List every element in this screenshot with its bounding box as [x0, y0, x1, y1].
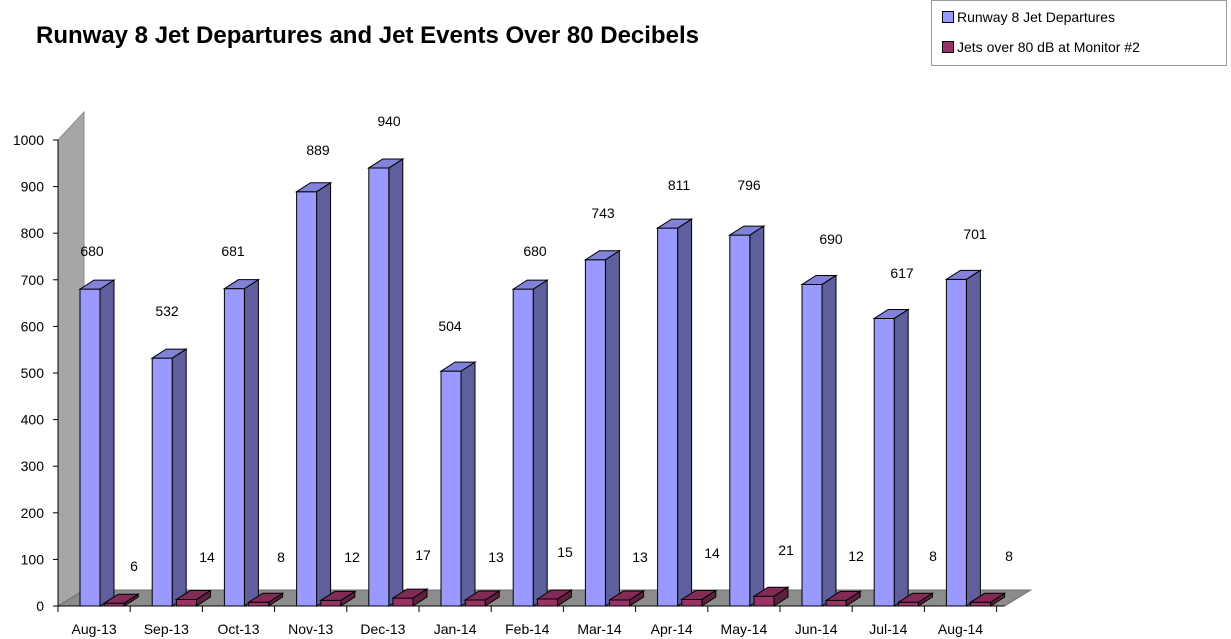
data-label-noise-events: 12	[848, 548, 864, 564]
bar-noise-events	[174, 589, 213, 607]
x-tick-label: Dec-13	[360, 621, 405, 637]
bar-noise-events	[752, 586, 790, 607]
legend: Runway 8 Jet Departures Jets over 80 dB …	[931, 0, 1227, 66]
bar-departures	[511, 279, 549, 607]
data-label-departures: 680	[80, 243, 104, 259]
bar-departures	[78, 279, 116, 607]
bar-noise-events	[824, 590, 862, 607]
y-tick-label: 400	[21, 412, 45, 428]
data-label-departures: 796	[737, 177, 761, 193]
bar-departures	[872, 308, 910, 607]
data-label-noise-events: 8	[277, 549, 285, 565]
bar-noise-events	[968, 592, 1007, 607]
y-tick-label: 300	[21, 458, 45, 474]
bar-departures	[944, 269, 983, 607]
legend-item-noise-events: Jets over 80 dB at Monitor #2	[942, 39, 1140, 55]
bar-departures	[728, 225, 766, 607]
data-label-noise-events: 8	[1005, 548, 1013, 564]
bar-departures	[367, 158, 405, 607]
data-label-noise-events: 12	[344, 549, 360, 565]
data-label-departures: 690	[819, 231, 843, 247]
x-tick-label: May-14	[721, 621, 768, 637]
y-tick-label: 100	[21, 551, 45, 567]
bar-departures	[222, 278, 261, 607]
data-label-departures: 940	[377, 113, 401, 129]
bar-noise-events	[680, 589, 718, 607]
x-tick-label: Aug-13	[72, 621, 117, 637]
data-label-noise-events: 6	[130, 558, 138, 574]
bar-noise-events	[102, 593, 140, 607]
legend-swatch-departures	[942, 11, 954, 23]
bar-departures	[150, 348, 188, 607]
chart-title: Runway 8 Jet Departures and Jet Events O…	[36, 22, 699, 49]
x-tick-label: Sep-13	[144, 621, 189, 637]
legend-label-noise-events: Jets over 80 dB at Monitor #2	[957, 39, 1140, 55]
x-tick-label: Jul-14	[869, 621, 907, 637]
bar-noise-events	[607, 590, 646, 607]
legend-label-departures: Runway 8 Jet Departures	[957, 9, 1115, 25]
data-label-departures: 504	[438, 318, 462, 334]
y-tick-label: 700	[21, 272, 45, 288]
bar-noise-events	[391, 588, 429, 607]
y-tick-label: 500	[21, 365, 45, 381]
x-tick-label: Aug-14	[938, 621, 983, 637]
data-label-departures: 743	[591, 205, 615, 221]
data-label-departures: 617	[890, 265, 914, 281]
bar-noise-events	[246, 592, 285, 607]
data-label-departures: 701	[963, 226, 987, 242]
x-tick-label: Feb-14	[505, 621, 550, 637]
x-tick-label: Apr-14	[651, 621, 693, 637]
y-tick-label: 1000	[13, 132, 44, 148]
bar-departures	[800, 274, 838, 607]
x-tick-label: Jun-14	[795, 621, 838, 637]
data-label-departures: 532	[155, 303, 179, 319]
bar-noise-events	[463, 590, 501, 607]
x-tick-label: Mar-14	[577, 621, 622, 637]
bar-noise-events	[319, 590, 357, 607]
legend-swatch-noise-events	[942, 41, 954, 53]
x-tick-label: Jan-14	[434, 621, 477, 637]
data-label-departures: 680	[523, 243, 547, 259]
data-label-noise-events: 21	[778, 542, 794, 558]
data-label-noise-events: 8	[929, 548, 937, 564]
y-tick-label: 0	[36, 598, 44, 614]
legend-item-departures: Runway 8 Jet Departures	[942, 9, 1115, 25]
y-tick-label: 200	[21, 505, 45, 521]
bar-departures	[439, 361, 477, 607]
data-label-noise-events: 15	[557, 544, 573, 560]
bar-noise-events	[535, 589, 574, 607]
data-label-noise-events: 13	[632, 549, 648, 565]
bar-departures	[583, 249, 622, 607]
y-tick-label: 900	[21, 179, 45, 195]
data-label-departures: 811	[668, 177, 691, 193]
data-label-noise-events: 14	[704, 545, 720, 561]
x-tick-label: Oct-13	[217, 621, 259, 637]
bar-noise-events	[896, 592, 935, 607]
data-label-noise-events: 17	[415, 547, 431, 563]
x-tick-label: Nov-13	[288, 621, 333, 637]
data-label-noise-events: 13	[488, 549, 504, 565]
data-label-departures: 889	[306, 142, 330, 158]
data-label-noise-events: 14	[199, 549, 215, 565]
y-tick-label: 600	[21, 318, 45, 334]
y-tick-label: 800	[21, 225, 45, 241]
data-label-departures: 681	[221, 243, 245, 259]
bar-departures	[655, 218, 694, 607]
bar-departures	[294, 181, 333, 607]
